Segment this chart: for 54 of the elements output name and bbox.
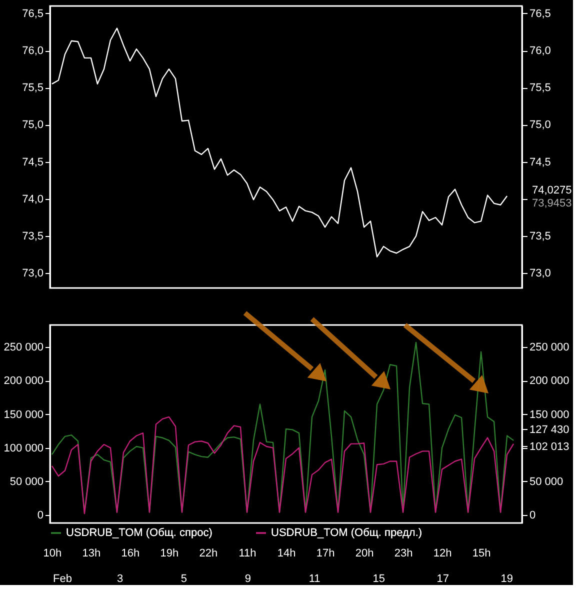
text: USDRUB_TOM (Общ. спрос) [66, 527, 212, 539]
y-tick-label: 73,0 [22, 268, 44, 280]
y-tick-label: 75,0 [22, 119, 44, 132]
y2-tick-label: 73,5 [530, 230, 551, 243]
text: Feb [53, 573, 72, 585]
y2-tick-label: 0 [530, 509, 536, 522]
text: 11 [308, 573, 320, 585]
y-tick-label: 250 000 [4, 342, 44, 354]
y-tick-label: 200 000 [4, 375, 44, 388]
y2-tick-label: 102 013 [530, 440, 570, 453]
y2-tick-label: 75,0 [530, 119, 551, 132]
x-tick-label: 19h [160, 548, 179, 560]
line-series [51, 342, 514, 513]
text: 74,0275 [532, 184, 572, 197]
line-series [51, 416, 514, 514]
y2-tick-label: 50 000 [530, 476, 564, 488]
x-tick-label: 10h [43, 548, 62, 560]
text: 9 [244, 573, 251, 585]
text: 3 [116, 573, 124, 585]
y-tick-label: 76,5 [22, 8, 44, 20]
y2-tick-label: 127 430 [530, 424, 570, 436]
y2-tick-label: 75,5 [530, 82, 551, 94]
text: 5 [180, 573, 188, 585]
text: 15 [372, 573, 386, 585]
x-tick-label: 23h [394, 548, 413, 560]
x-tick-label: 22h [199, 548, 218, 560]
y-tick-label: 150 000 [4, 408, 44, 421]
x-tick-label: 11h [238, 548, 256, 560]
y2-tick-label: 150 000 [530, 408, 570, 421]
x-tick-label: 15h [472, 548, 491, 560]
y-tick-label: 50 000 [10, 476, 44, 488]
y-tick-label: 74,5 [22, 156, 44, 168]
text: 19 [500, 573, 513, 585]
y2-tick-label: 250 000 [530, 342, 570, 354]
y2-tick-label: 76,0 [530, 45, 551, 58]
y-tick-label: 100 000 [4, 442, 44, 454]
x-tick-label: 20h [355, 548, 374, 560]
x-tick-label: 17h [316, 548, 335, 560]
y2-tick-label: 200 000 [530, 375, 570, 388]
x-tick-label: 14h [277, 548, 296, 560]
y-tick-label: 73,5 [22, 230, 44, 243]
x-tick-label: 16h [121, 548, 140, 560]
y-tick-label: 74,0 [22, 193, 44, 206]
y-tick-label: 0 [37, 509, 44, 522]
y-tick-label: 76,0 [22, 45, 44, 58]
text: 17 [436, 573, 449, 585]
text: 73,9453 [532, 197, 572, 210]
y2-tick-label: 73,0 [530, 268, 551, 280]
x-tick-label: 12h [433, 548, 452, 560]
y-tick-label: 75,5 [22, 82, 44, 94]
y2-tick-label: 76,5 [530, 8, 551, 20]
y2-tick-label: 74,5 [530, 156, 551, 168]
x-tick-label: 13h [82, 548, 101, 560]
legend-label: USDRUB_TOM (Общ. предл.) [271, 527, 422, 539]
